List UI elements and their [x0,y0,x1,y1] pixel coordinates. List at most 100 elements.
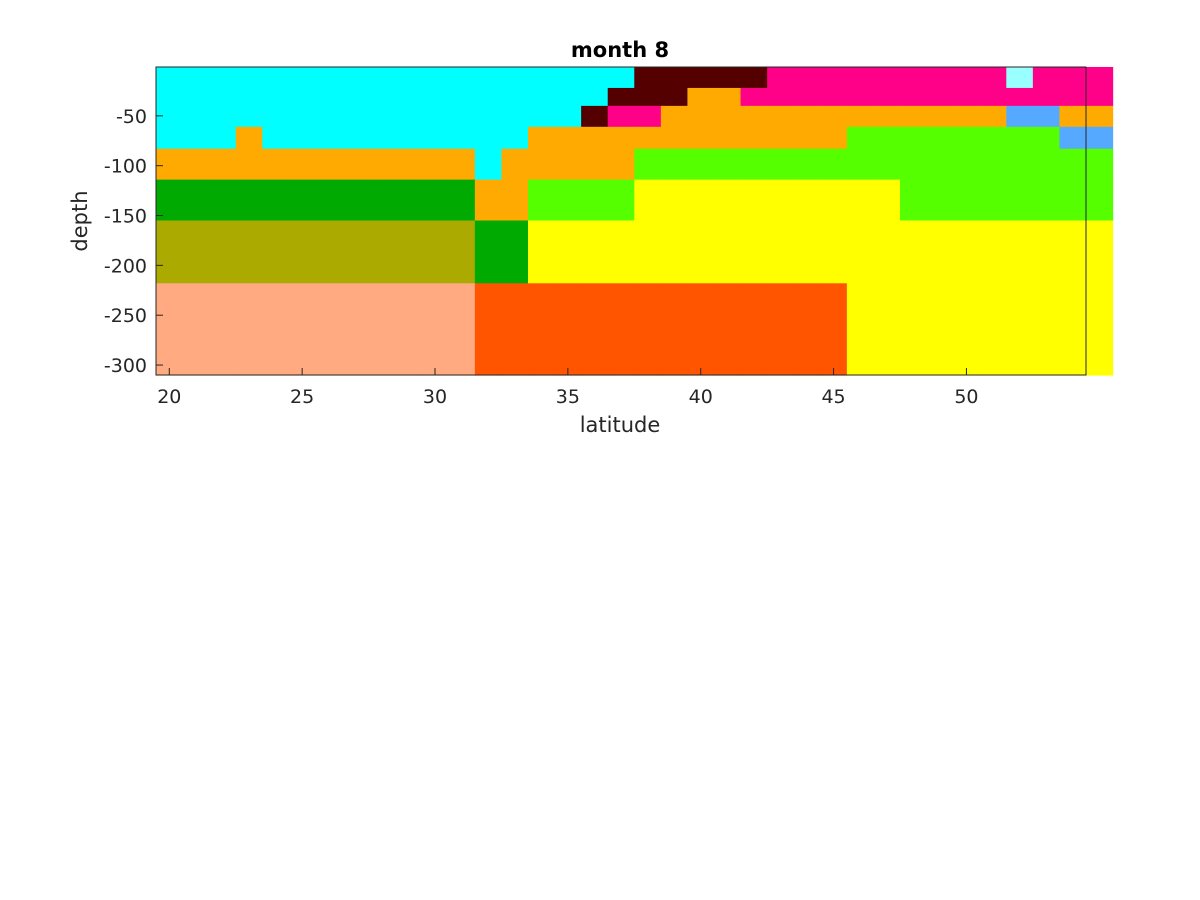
heatmap-cell [235,126,263,150]
heatmap-cell [900,179,928,222]
heatmap-cell [740,126,768,150]
heatmap-cell [156,126,184,150]
heatmap-cell [1086,148,1114,181]
heatmap-cell [581,87,609,107]
heatmap-cell [474,283,503,376]
heatmap-cell [315,67,343,89]
heatmap-cell [156,87,184,107]
heatmap-cell [209,148,237,181]
heatmap-cell [740,283,768,376]
heatmap-cell [1006,283,1034,376]
heatmap-cell [740,179,768,222]
heatmap-cell [501,105,529,128]
heatmap-cell [315,179,343,222]
y-axis-label: depth [68,190,92,251]
heatmap-cell [979,87,1007,107]
heatmap-cell [607,283,635,376]
heatmap-cell [767,283,795,376]
heatmap-cell [1086,126,1114,150]
heatmap-cell [926,105,954,128]
heatmap-cell [421,67,449,89]
heatmap-cell [395,283,423,376]
heatmap-cell [926,179,954,222]
heatmap-cell [368,105,396,128]
heatmap-cell [315,105,343,128]
heatmap-cell [767,126,795,150]
heatmap-cell [820,87,848,107]
y-axis-ticks: -300 -250 -200 -150 -100 -50 [104,106,163,377]
heatmap-cell [262,67,290,89]
heatmap-cell [660,67,689,89]
heatmap-cell [342,283,370,376]
heatmap-cell [235,87,263,107]
heatmap-cell [926,67,954,89]
heatmap-cell [288,105,317,128]
heatmap-cell [421,283,449,376]
heatmap-cell [634,105,662,128]
heatmap-cell [182,126,210,150]
plot-frame [155,66,1087,376]
heatmap-cell [368,179,396,222]
heatmap-cell [581,126,609,150]
heatmap-cell [528,179,556,222]
heatmap-cell [1006,67,1034,89]
heatmap-cell [581,105,609,128]
heatmap-cell [793,283,821,376]
heatmap-cell [1032,105,1061,128]
heatmap-cell [368,126,396,150]
heatmap-cell [342,105,370,128]
heatmap-cell [1059,283,1087,376]
heatmap-cell [714,105,742,128]
heatmap-cell [182,87,210,107]
heatmap-cell [660,220,689,284]
heatmap-cell [262,87,290,107]
heatmap-cell [607,105,635,128]
heatmap-cell [421,179,449,222]
heatmap-cell [554,126,582,150]
heatmap-cell [235,105,263,128]
heatmap-cell [288,126,317,150]
heatmap-cell [873,87,901,107]
heatmap-cell [235,179,263,222]
heatmap-cell [793,148,821,181]
heatmap-cell [421,126,449,150]
heatmap-cell [1059,148,1087,181]
heatmap-cell [714,67,742,89]
heatmap-cell [288,283,317,376]
heatmap-cell [528,105,556,128]
heatmap-cell [687,67,715,89]
heatmap-cell [767,67,795,89]
heatmap-cell [1086,67,1114,89]
heatmap-cell [846,87,875,107]
heatmap-cell [634,220,662,284]
heatmap-cell [846,126,875,150]
x-axis-label: latitude [580,413,661,437]
heatmap-cell [182,105,210,128]
heatmap-cell [262,148,290,181]
heatmap-cell [501,148,529,181]
heatmap-cell [1006,126,1034,150]
heatmap-cell [873,105,901,128]
heatmap-cell [846,283,875,376]
heatmap-cell [979,67,1007,89]
heatmap-cell [953,126,981,150]
heatmap-cell [156,179,184,222]
heatmap-cell [528,283,556,376]
heatmap-cell [873,67,901,89]
heatmap-cell [846,179,875,222]
y-tick-label: -150 [104,206,147,228]
y-tick-label: -250 [104,305,147,327]
heatmap-cell [687,283,715,376]
heatmap-cell [900,220,928,284]
heatmap-cell [634,148,662,181]
heatmap-cell [262,126,290,150]
heatmap-cell [979,148,1007,181]
heatmap-cell [235,283,263,376]
heatmap-cell [288,179,317,222]
heatmap-cell [634,179,662,222]
heatmap-cell [820,220,848,284]
heatmap-cell [607,67,635,89]
heatmap-cell [900,283,928,376]
heatmap-cell [820,105,848,128]
